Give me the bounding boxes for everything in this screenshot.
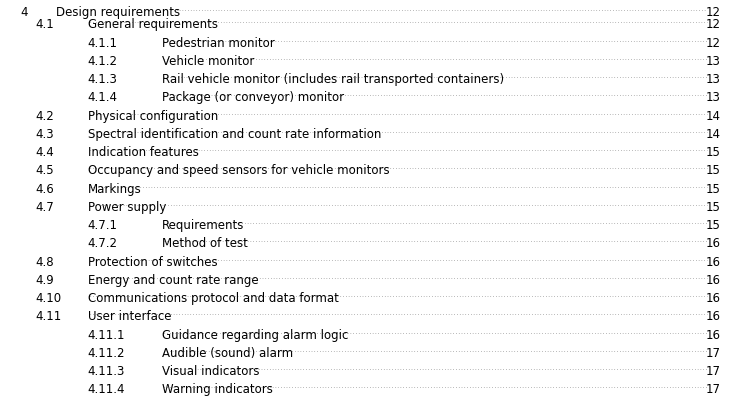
Text: 14: 14 [705,128,720,141]
Text: 4.7.1: 4.7.1 [88,218,118,231]
Text: 4.1.1: 4.1.1 [88,36,118,49]
Text: 4.10: 4.10 [36,291,62,304]
Text: 15: 15 [705,164,720,177]
Text: 4.11.3: 4.11.3 [88,364,125,377]
Text: Guidance regarding alarm logic: Guidance regarding alarm logic [162,328,349,341]
Text: 17: 17 [705,382,720,396]
Text: Markings: Markings [88,182,141,195]
Text: 16: 16 [705,273,720,286]
Text: Audible (sound) alarm: Audible (sound) alarm [162,346,293,359]
Text: 13: 13 [705,91,720,104]
Text: Protection of switches: Protection of switches [88,255,217,268]
Text: Requirements: Requirements [162,218,245,231]
Text: 4.4: 4.4 [36,146,54,159]
Text: 16: 16 [705,310,720,323]
Text: Package (or conveyor) monitor: Package (or conveyor) monitor [162,91,344,104]
Text: 13: 13 [705,73,720,86]
Text: 16: 16 [705,255,720,268]
Text: 13: 13 [705,55,720,68]
Text: 17: 17 [705,364,720,377]
Text: 4.1.3: 4.1.3 [88,73,118,86]
Text: 14: 14 [705,110,720,122]
Text: 16: 16 [705,328,720,341]
Text: 15: 15 [705,182,720,195]
Text: 4.1.2: 4.1.2 [88,55,118,68]
Text: User interface: User interface [88,310,171,323]
Text: 12: 12 [705,18,720,31]
Text: Warning indicators: Warning indicators [162,382,273,396]
Text: Rail vehicle monitor (includes rail transported containers): Rail vehicle monitor (includes rail tran… [162,73,504,86]
Text: 15: 15 [705,218,720,231]
Text: 12: 12 [705,36,720,49]
Text: General requirements: General requirements [88,18,218,31]
Text: 15: 15 [705,200,720,213]
Text: 4.11.4: 4.11.4 [88,382,125,396]
Text: Indication features: Indication features [88,146,199,159]
Text: Communications protocol and data format: Communications protocol and data format [88,291,339,304]
Text: Method of test: Method of test [162,237,248,250]
Text: 4.1: 4.1 [36,18,54,31]
Text: 15: 15 [705,146,720,159]
Text: Physical configuration: Physical configuration [88,110,218,122]
Text: 4.11.1: 4.11.1 [88,328,125,341]
Text: Power supply: Power supply [88,200,166,213]
Text: 4.7: 4.7 [36,200,54,213]
Text: 4.11: 4.11 [36,310,62,323]
Text: 17: 17 [705,346,720,359]
Text: 4.5: 4.5 [36,164,54,177]
Text: 4.7.2: 4.7.2 [88,237,118,250]
Text: 4.1.4: 4.1.4 [88,91,118,104]
Text: 4.6: 4.6 [36,182,54,195]
Text: Spectral identification and count rate information: Spectral identification and count rate i… [88,128,381,141]
Text: Occupancy and speed sensors for vehicle monitors: Occupancy and speed sensors for vehicle … [88,164,389,177]
Text: 4.9: 4.9 [36,273,54,286]
Text: 4.8: 4.8 [36,255,54,268]
Text: 4.11.2: 4.11.2 [88,346,125,359]
Text: 12: 12 [705,6,720,19]
Text: 4.2: 4.2 [36,110,54,122]
Text: Pedestrian monitor: Pedestrian monitor [162,36,275,49]
Text: Visual indicators: Visual indicators [162,364,260,377]
Text: 4.3: 4.3 [36,128,54,141]
Text: 16: 16 [705,291,720,304]
Text: Vehicle monitor: Vehicle monitor [162,55,254,68]
Text: Energy and count rate range: Energy and count rate range [88,273,258,286]
Text: Design requirements: Design requirements [56,6,180,19]
Text: 4: 4 [21,6,28,19]
Text: 16: 16 [705,237,720,250]
